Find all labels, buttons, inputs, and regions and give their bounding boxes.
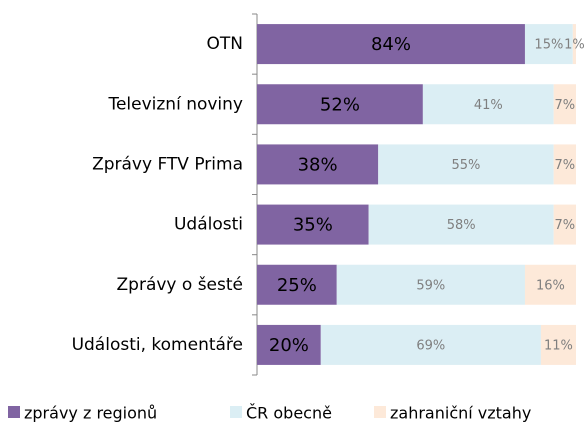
bar-segment — [257, 24, 525, 65]
category-label: OTN — [207, 34, 243, 54]
category-label: Události — [174, 215, 243, 235]
bar-segment — [368, 204, 554, 245]
bar-segment — [540, 324, 576, 365]
bar-segment — [257, 264, 337, 305]
bar-segment — [257, 144, 379, 185]
bar-segment — [336, 264, 525, 305]
bar-segment — [378, 144, 554, 185]
value-label: 58% — [447, 218, 476, 233]
category-label: Televizní noviny — [107, 94, 243, 114]
legend-swatch — [230, 406, 242, 418]
legend-swatch — [8, 406, 20, 418]
bar-segment — [257, 84, 423, 125]
value-label: 25% — [277, 275, 317, 296]
value-label: 52% — [320, 94, 360, 115]
legend-swatch — [374, 406, 386, 418]
bar-segment — [524, 24, 573, 65]
bar-segment — [320, 324, 541, 365]
value-label: 69% — [416, 338, 445, 353]
category-label: Události, komentáře — [72, 335, 243, 355]
legend-label: zprávy z regionů — [24, 404, 157, 423]
value-label: 55% — [451, 158, 480, 173]
category-label: Zprávy o šesté — [117, 275, 243, 295]
value-label: 11% — [544, 338, 573, 353]
value-label: 41% — [474, 98, 503, 113]
value-label: 7% — [555, 98, 576, 113]
value-label: 84% — [371, 34, 411, 55]
bar-segment — [572, 24, 576, 65]
bar-segment — [257, 324, 321, 365]
value-label: 38% — [298, 154, 338, 175]
bar-segment — [422, 84, 554, 125]
value-label: 1% — [564, 38, 584, 53]
bar-segment — [524, 264, 576, 305]
value-label: 59% — [416, 278, 445, 293]
value-label: 20% — [269, 335, 309, 356]
bar-segment — [257, 204, 369, 245]
category-label: Zprávy FTV Prima — [92, 154, 243, 174]
legend-label: zahraniční vztahy — [390, 404, 531, 423]
legend-label: ČR obecně — [246, 404, 332, 423]
value-label: 7% — [555, 218, 576, 233]
bar-segment — [553, 204, 576, 245]
value-label: 15% — [534, 38, 563, 53]
bar-segment — [553, 144, 576, 185]
value-label: 35% — [293, 215, 333, 236]
bar-segment — [553, 84, 576, 125]
value-label: 7% — [555, 158, 576, 173]
value-label: 16% — [536, 278, 565, 293]
